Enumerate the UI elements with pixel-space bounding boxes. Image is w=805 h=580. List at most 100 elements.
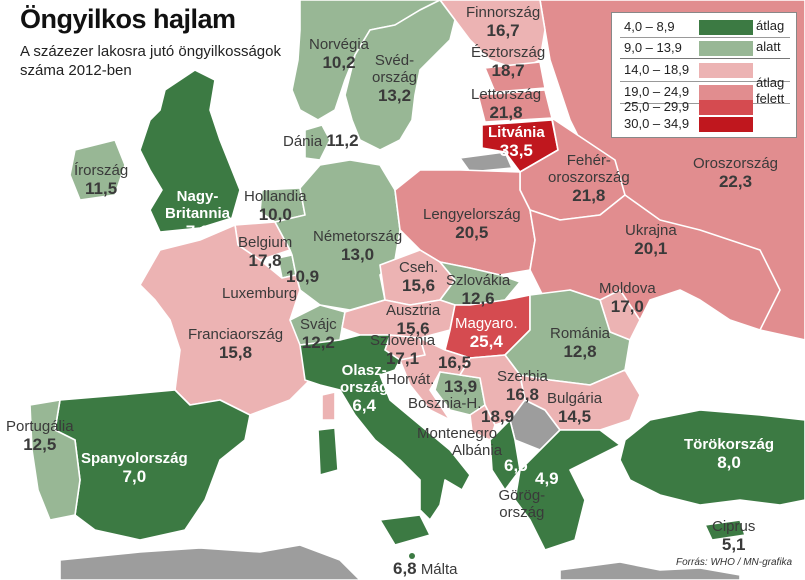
label-portugal: Portugália 12,5 xyxy=(6,418,74,455)
label-belarus: Fehér- oroszország 21,8 xyxy=(548,152,630,206)
label-moldova: Moldova 17,0 xyxy=(599,280,656,317)
source-credit: Forrás: WHO / MN-grafika xyxy=(676,557,793,568)
country-shape-denmark xyxy=(304,124,331,161)
country-name: Cseh. xyxy=(399,259,439,276)
country-shape-portugal xyxy=(29,399,81,521)
label-bulgaria: Bulgária 14,5 xyxy=(547,390,602,427)
legend-group-label: felett xyxy=(756,91,785,106)
legend-swatch xyxy=(699,100,753,115)
label-malta: 6,8 Málta xyxy=(393,560,458,578)
country-value: 18,7 xyxy=(491,61,525,80)
country-name: Moldova xyxy=(599,280,656,297)
country-value: 5,1 xyxy=(721,535,746,554)
label-greece: 4,9 Görög- ország xyxy=(485,469,559,521)
country-shape-sicily xyxy=(379,514,431,546)
country-value: 20,1 xyxy=(634,239,668,258)
country-name: Bosznia-H. xyxy=(408,395,482,412)
country-name: Albánia xyxy=(452,442,503,459)
label-uk: Nagy- Britannia 7,0 xyxy=(165,188,230,242)
country-value: 12,5 xyxy=(23,435,57,454)
country-value: 22,3 xyxy=(718,172,753,191)
country-value: 17,1 xyxy=(385,349,420,368)
label-turkey: Törökország 8,0 xyxy=(684,436,774,473)
label-estonia: Észtország 18,7 xyxy=(471,44,545,81)
country-shape-serbia xyxy=(459,354,526,426)
country-value: 13,2 xyxy=(377,86,412,105)
country-name: Dánia xyxy=(283,133,323,150)
country-value: 11,5 xyxy=(85,179,118,198)
country-value: 12,8 xyxy=(563,342,597,361)
country-name: Ciprus xyxy=(712,518,756,535)
label-poland: Lengyelország 20,5 xyxy=(423,206,521,243)
label-spain: Spanyolország 7,0 xyxy=(81,450,188,487)
country-value: 10,9 xyxy=(286,267,320,286)
legend-swatch xyxy=(699,117,753,132)
legend-divider xyxy=(620,81,790,82)
country-value: 18,9 xyxy=(481,407,515,426)
country-shape-uk xyxy=(139,69,241,233)
country-name: Olasz- ország xyxy=(340,362,389,396)
country-value: 15,6 xyxy=(402,276,436,295)
legend-range: 30,0 – 34,9 xyxy=(624,116,690,131)
label-bosnia: 13,9 Bosznia-H. xyxy=(408,378,481,412)
country-value: 20,5 xyxy=(455,223,489,242)
country-name: Lettország xyxy=(471,86,542,103)
label-serbia: Szerbia 16,8 xyxy=(497,368,548,405)
legend: 4,0 – 8,9 átlag 9,0 – 13,9 alatt 14,0 – … xyxy=(611,12,797,138)
country-name: Svájc xyxy=(300,316,337,333)
country-shape-kaliningrad xyxy=(459,151,513,173)
country-name: Hollandia xyxy=(244,188,307,205)
label-montenegro: 18,9 Montenegro xyxy=(417,408,514,442)
label-hungary: Magyaro. 25,4 xyxy=(455,315,518,352)
legend-swatch xyxy=(699,20,753,35)
country-value: 4,9 xyxy=(535,469,559,488)
label-croatia: 16,5 Horvát. xyxy=(386,354,471,388)
country-shape-sardinia xyxy=(317,427,339,476)
label-norway: Norvégia 10,2 xyxy=(309,36,369,73)
country-value: 6,8 xyxy=(393,559,417,578)
country-name: Nagy- Britannia xyxy=(165,188,231,222)
country-name: Finnország xyxy=(466,4,541,21)
country-name: Ukrajna xyxy=(625,222,677,239)
country-value: 13,9 xyxy=(444,377,478,396)
country-value: 33,5 xyxy=(499,141,533,160)
country-name: Horvát. xyxy=(386,371,435,388)
legend-range: 9,0 – 13,9 xyxy=(624,40,682,55)
country-value: 15,6 xyxy=(396,319,430,338)
label-belgium: Belgium 17,8 xyxy=(238,234,292,271)
country-shape-croatia xyxy=(399,337,471,421)
country-value: 17,0 xyxy=(610,297,644,316)
country-value: 8,0 xyxy=(717,453,741,472)
legend-range: 25,0 – 29,9 xyxy=(624,99,690,114)
country-name: Magyaro. xyxy=(455,315,518,332)
country-value: 25,4 xyxy=(469,332,503,351)
country-value: 16,8 xyxy=(505,385,539,404)
country-value: 12,6 xyxy=(461,289,495,308)
country-name: Montenegro xyxy=(417,425,498,442)
country-value: 17,8 xyxy=(248,251,282,270)
legend-swatch xyxy=(699,41,753,56)
label-italy: Olasz- ország 6,4 xyxy=(340,362,388,416)
label-czech: Cseh. 15,6 xyxy=(399,259,438,296)
country-shape-north-africa xyxy=(59,544,361,580)
label-ukraine: Ukrajna 20,1 xyxy=(625,222,677,259)
label-france: Franciaország 15,8 xyxy=(188,326,283,363)
country-value: 21,8 xyxy=(489,103,523,122)
country-value: 6,4 xyxy=(352,396,376,415)
legend-range: 19,0 – 24,9 xyxy=(624,84,690,99)
label-austria: Ausztria 15,6 xyxy=(386,302,440,339)
country-name: Bulgária xyxy=(547,390,603,407)
label-russia: Oroszország 22,3 xyxy=(693,155,778,192)
country-shape-turkey xyxy=(619,409,805,506)
country-name: Lengyelország xyxy=(423,206,521,223)
label-latvia: Lettország 21,8 xyxy=(471,86,541,123)
country-value: 12,2 xyxy=(301,333,335,352)
label-romania: Románia 12,8 xyxy=(550,325,610,362)
country-value: 21,8 xyxy=(572,186,606,205)
country-shape-malta xyxy=(409,553,415,559)
country-shape-cyprus xyxy=(704,519,746,541)
country-name: Törökország xyxy=(684,436,775,453)
country-shape-ireland xyxy=(69,139,126,201)
country-name: Németország xyxy=(313,228,403,245)
label-denmark: Dánia 11,2 xyxy=(283,132,359,150)
